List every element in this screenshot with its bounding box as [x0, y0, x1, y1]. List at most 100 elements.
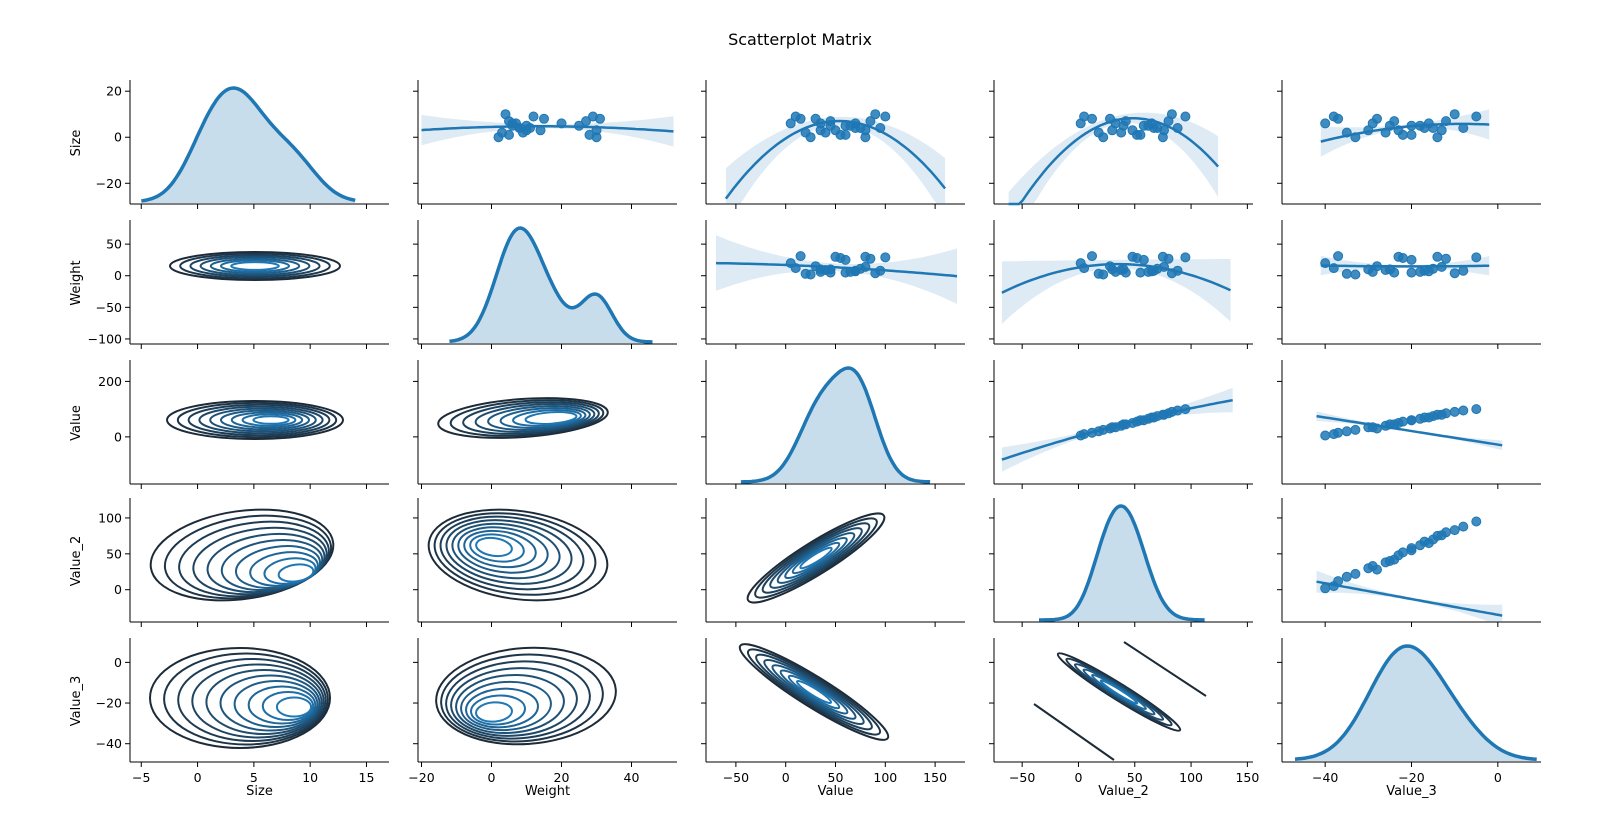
scatter-point [1406, 545, 1417, 556]
scatter-point [1135, 129, 1146, 140]
scatter-point [1341, 571, 1352, 582]
panel-weight-vs-value_2 [989, 220, 1253, 349]
scatter-point [795, 113, 806, 124]
scatter-point [1441, 253, 1451, 264]
contour-line [249, 551, 319, 587]
scatter-point [1419, 412, 1430, 423]
panel-size-vs-value_2 [989, 80, 1253, 209]
contour-line [1056, 652, 1182, 732]
confidence-band [1316, 570, 1503, 622]
x-tick-label: 150 [923, 770, 947, 785]
contour-line [449, 399, 605, 437]
contour-line [738, 643, 890, 741]
regression-line [1320, 264, 1490, 268]
x-tick-label: −20 [408, 770, 434, 785]
x-tick-label: 5 [250, 770, 258, 785]
scatter-point [1393, 550, 1404, 561]
contour-line [1099, 679, 1139, 705]
panel-value-vs-weight [413, 360, 677, 489]
panel-value_2-vs-value [701, 498, 965, 627]
y-axis-label: Size [69, 130, 84, 157]
contour-line [445, 519, 573, 585]
contour-line [524, 411, 578, 425]
panel-weight-vs-value_3 [1277, 220, 1541, 349]
scatter-point [1428, 411, 1439, 422]
scatter-point [1458, 521, 1469, 532]
regression-line [724, 119, 947, 200]
contour-line [439, 515, 585, 591]
scatter-point [539, 113, 549, 124]
scatter-point [1350, 568, 1361, 579]
scatter-point [850, 123, 861, 133]
scatter-point [820, 127, 831, 138]
kde-curve [740, 366, 931, 484]
scatter-point [1449, 268, 1460, 279]
x-tick-label: 0 [1074, 770, 1082, 785]
contour-line [191, 663, 325, 739]
scatter-point [1333, 427, 1344, 438]
contour-line [169, 251, 341, 281]
contour-line [427, 508, 609, 602]
scatter-point [1341, 426, 1352, 437]
contour-line [776, 532, 856, 584]
scatter-point [805, 269, 816, 280]
scatter-point [1471, 252, 1482, 263]
contour-line [462, 401, 600, 435]
scatter-point [528, 111, 539, 122]
panel-value_3-vs-value_2: −50 0 50 100 150 Value_2 [989, 638, 1259, 799]
scatter-point [805, 132, 816, 143]
contour-line [247, 685, 317, 725]
x-tick-label: 50 [828, 770, 844, 785]
contour-line [512, 409, 582, 427]
scatter-point [1393, 251, 1404, 262]
y-tick-label: 100 [98, 510, 122, 525]
panel-weight-vs-weight [413, 220, 677, 349]
panel-value_3-vs-size: −5 0 5 10 15 0 −20 −40 Size Value_3 [69, 638, 389, 799]
scatter-point [1419, 536, 1430, 547]
y-axis-label: Weight [69, 260, 84, 305]
scatter-point [1449, 406, 1460, 417]
x-axis-label: Value [818, 784, 854, 799]
kde-fill [1039, 506, 1205, 621]
contour-line [1073, 663, 1165, 721]
scatter-point [584, 129, 595, 140]
scatter-point [1367, 266, 1378, 277]
y-tick-label: 0 [114, 429, 122, 444]
contour-line [746, 512, 886, 604]
contour-line [779, 669, 849, 715]
scatter-point [870, 109, 881, 120]
scatter-point [1333, 113, 1344, 124]
scatter-point [880, 111, 891, 122]
contour-line [163, 514, 333, 600]
y-tick-label: 0 [114, 582, 122, 597]
regression-line [1001, 398, 1233, 461]
scatter-point [1471, 404, 1482, 415]
x-tick-label: 20 [554, 770, 570, 785]
contour-line [176, 401, 338, 439]
scatter-point [595, 113, 605, 124]
x-tick-label: 0 [782, 770, 790, 785]
scatter-point [865, 116, 876, 127]
x-tick-label: −50 [723, 770, 749, 785]
kde-curve [1039, 504, 1205, 622]
contour-line [469, 533, 525, 563]
contour-line [799, 546, 833, 570]
confidence-band [716, 235, 957, 304]
y-tick-label: −40 [96, 736, 122, 751]
contour-line [451, 522, 561, 580]
regression-line [1008, 116, 1220, 206]
panel-value_3-vs-value: −50 0 50 100 150 Value [701, 638, 965, 799]
contour-line [1123, 641, 1207, 697]
y-tick-label: 0 [114, 655, 122, 670]
contour-line [163, 652, 329, 746]
scatter-point [1135, 267, 1146, 278]
panel-value_2-vs-weight [413, 498, 677, 627]
panel-size-vs-size: 20 0 −20 Size [69, 80, 389, 209]
scatter-point [1449, 525, 1460, 536]
contour-line [1082, 668, 1156, 716]
contour-line [437, 397, 609, 439]
contour-line [177, 658, 327, 742]
scatter-point [1432, 251, 1443, 262]
scatter-point [1320, 118, 1331, 129]
